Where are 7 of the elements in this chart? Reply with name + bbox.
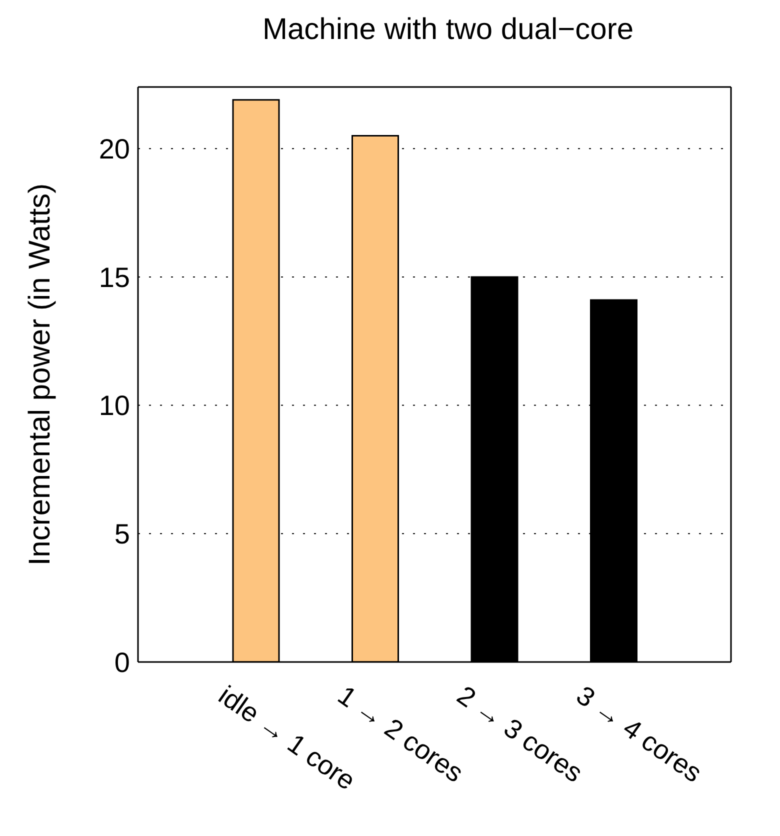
chart-title: Machine with two dual−core [261, 12, 635, 48]
y-tick-label: 20 [98, 134, 130, 165]
y-tick-label: 15 [98, 262, 130, 293]
y-tick-label: 0 [114, 646, 130, 678]
y-tick-label: 5 [114, 518, 130, 550]
y-tick-label: 10 [98, 390, 130, 422]
y-axis-title: Incremental power (in Watts) [24, 183, 57, 566]
